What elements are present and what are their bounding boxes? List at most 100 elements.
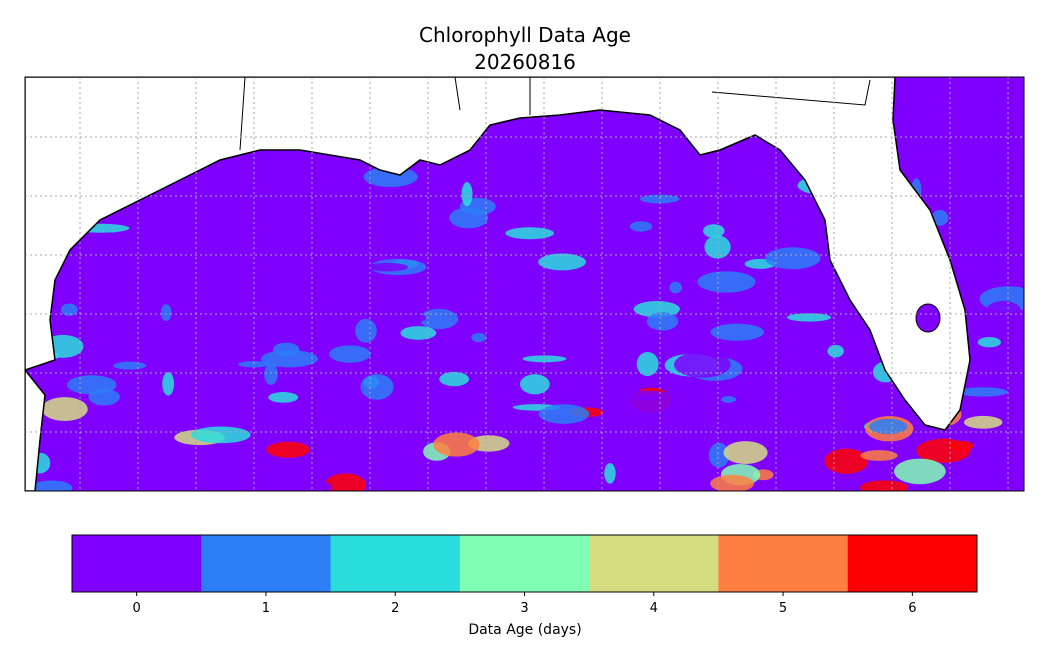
patch xyxy=(765,247,821,270)
colorbar-tick-label: 4 xyxy=(650,601,658,616)
colorbar-segment xyxy=(72,535,202,592)
patch xyxy=(461,182,473,207)
patch xyxy=(439,371,470,387)
patch xyxy=(162,372,175,396)
patch xyxy=(336,241,366,256)
colorbar-tick-label: 1 xyxy=(262,601,270,616)
land-south xyxy=(25,368,46,491)
patch xyxy=(702,224,725,238)
patch xyxy=(962,469,977,481)
patch xyxy=(113,361,147,370)
patch xyxy=(41,397,88,422)
patch xyxy=(237,360,270,368)
patch xyxy=(636,351,659,377)
patch xyxy=(673,351,731,378)
patch xyxy=(636,458,692,469)
colorbar-tick-label: 2 xyxy=(391,601,399,616)
patch xyxy=(264,363,278,385)
patch xyxy=(629,221,653,232)
patch xyxy=(949,440,974,451)
patch xyxy=(774,239,798,248)
patch xyxy=(188,280,217,296)
patch xyxy=(190,426,251,444)
patch xyxy=(793,444,845,453)
patch xyxy=(931,209,949,226)
patch xyxy=(827,344,844,358)
patch xyxy=(977,336,1002,348)
patch xyxy=(317,482,333,491)
patch xyxy=(221,366,255,393)
patch xyxy=(860,480,909,491)
patch xyxy=(538,404,590,424)
map-frame xyxy=(24,76,1025,492)
colorbar-label: Data Age (days) xyxy=(468,622,581,638)
patch xyxy=(510,289,567,297)
colorbar-segment xyxy=(718,535,849,592)
patch xyxy=(233,236,282,249)
patch xyxy=(329,345,371,363)
patch xyxy=(710,474,755,491)
patch xyxy=(725,409,742,429)
patch xyxy=(366,262,409,272)
title: Chlorophyll Data Age xyxy=(419,23,631,47)
patch xyxy=(824,448,869,474)
patch xyxy=(927,147,958,154)
patch xyxy=(505,227,554,240)
patch xyxy=(869,418,908,435)
colorbar-tick-label: 3 xyxy=(520,601,528,616)
patch xyxy=(433,432,480,457)
patch xyxy=(268,392,299,403)
patch xyxy=(56,426,79,446)
map xyxy=(25,77,1024,491)
patch xyxy=(324,473,367,491)
colorbar-tick-label: 6 xyxy=(908,601,916,616)
colorbar-frame xyxy=(71,534,978,593)
patch xyxy=(303,287,361,305)
colorbar-segment xyxy=(201,535,332,592)
patch xyxy=(495,481,527,491)
patch xyxy=(400,326,437,340)
patch xyxy=(963,415,1003,429)
colorbar-tick-label: 5 xyxy=(779,601,787,616)
patch xyxy=(759,169,790,191)
patch xyxy=(604,463,616,484)
patch xyxy=(60,303,78,316)
colorbar-segment xyxy=(847,535,978,592)
colorbar-segment xyxy=(330,535,461,592)
patch xyxy=(705,206,747,213)
patch xyxy=(88,388,120,406)
patch xyxy=(669,281,682,294)
colorbar-segment xyxy=(589,535,719,592)
patch xyxy=(266,441,311,458)
patch xyxy=(723,441,768,464)
patch xyxy=(985,300,1022,324)
patch xyxy=(783,470,803,478)
patch xyxy=(184,211,212,231)
patch xyxy=(786,313,832,322)
colorbar-segment xyxy=(459,535,590,592)
land xyxy=(25,77,971,431)
patch xyxy=(646,312,679,331)
patch xyxy=(710,323,765,341)
patch xyxy=(309,328,356,341)
patch xyxy=(697,271,756,293)
date: 20260816 xyxy=(474,50,576,74)
patch xyxy=(720,395,736,403)
patch xyxy=(860,450,898,461)
patch xyxy=(519,374,550,395)
patch xyxy=(261,350,318,368)
patch xyxy=(449,207,489,229)
patch xyxy=(626,394,678,420)
border xyxy=(239,77,871,151)
patch xyxy=(711,379,756,396)
colorbar-tick-label: 0 xyxy=(133,601,141,616)
patch xyxy=(809,426,831,437)
patch xyxy=(196,339,252,362)
patch xyxy=(412,314,426,322)
patch xyxy=(30,480,73,491)
graticule xyxy=(25,77,1024,491)
patch xyxy=(957,387,1008,397)
patch xyxy=(355,318,377,343)
patch xyxy=(471,332,487,343)
